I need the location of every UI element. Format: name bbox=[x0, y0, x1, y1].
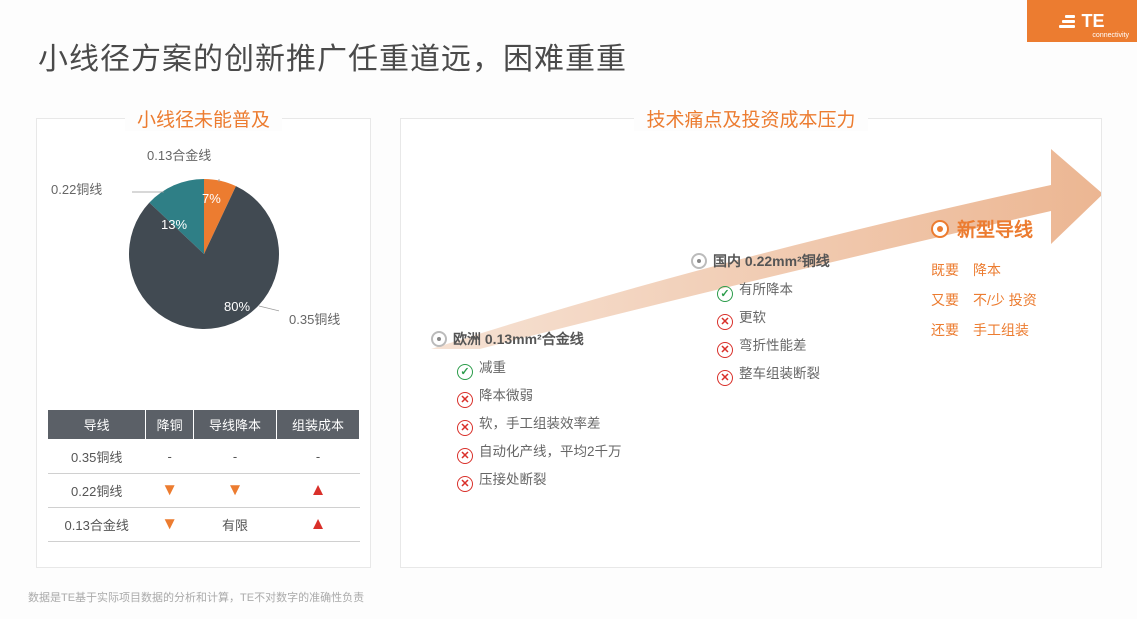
arrow-down-icon: ▼ bbox=[161, 480, 178, 499]
comparison-table: 导线降铜导线降本组装成本 0.35铜线---0.22铜线▼▼▲0.13合金线▼有… bbox=[47, 409, 360, 542]
stage-item: ✕ 弯折性能差 bbox=[717, 337, 911, 358]
right-panel: 技术痛点及投资成本压力 欧洲 0.13mm²合金线 ✓减重✕降本微弱✕软，手工组… bbox=[400, 118, 1102, 568]
pie-pct-80: 80% bbox=[224, 299, 250, 314]
pie-label-022: 0.22铜线 bbox=[51, 179, 102, 198]
arrow-up-icon: ▲ bbox=[310, 480, 327, 499]
page-title: 小线径方案的创新推广任重道远，困难重重 bbox=[38, 34, 627, 78]
table-header: 导线降本 bbox=[193, 410, 276, 440]
stage3-key: 又要 bbox=[931, 290, 973, 310]
stage3-val: 降本 bbox=[973, 262, 1001, 278]
stage-item-text: 整车组装断裂 bbox=[739, 366, 820, 381]
stage3-line: 又要不/少 投资 bbox=[931, 290, 1037, 310]
stage-item-text: 有所降本 bbox=[739, 282, 793, 297]
table-header: 降铜 bbox=[146, 410, 194, 440]
left-panel-title: 小线径未能普及 bbox=[37, 105, 370, 132]
logo-subtext: connectivity bbox=[1092, 32, 1129, 39]
logo-text: TE bbox=[1081, 11, 1104, 32]
table-header: 导线 bbox=[48, 410, 146, 440]
stage-item-text: 降本微弱 bbox=[479, 388, 533, 403]
stage3-line: 还要手工组装 bbox=[931, 320, 1037, 340]
stage-item: ✕ 压接处断裂 bbox=[457, 471, 651, 492]
stage1-title: 欧洲 0.13mm²合金线 bbox=[431, 329, 651, 349]
arrow-up-icon: ▲ bbox=[310, 514, 327, 533]
pie-label-013: 0.13合金线 bbox=[147, 145, 211, 164]
table-cell: ▼ bbox=[146, 508, 194, 542]
left-panel: 小线径未能普及 0.13合金线 0.22铜线 0.35铜线 80% 13% 7%… bbox=[36, 118, 371, 568]
arrow-down-icon: ▼ bbox=[227, 480, 244, 499]
table-cell: ▲ bbox=[276, 508, 359, 542]
cross-icon: ✕ bbox=[717, 370, 733, 386]
stage-dot-icon bbox=[431, 331, 447, 347]
cross-icon: ✕ bbox=[457, 420, 473, 436]
arrow-down-icon: ▼ bbox=[161, 514, 178, 533]
right-panel-title: 技术痛点及投资成本压力 bbox=[401, 105, 1101, 132]
table-cell: 0.22铜线 bbox=[48, 474, 146, 508]
table-cell: - bbox=[146, 440, 194, 474]
footnote: 数据是TE基于实际项目数据的分析和计算，TE不对数字的准确性负责 bbox=[28, 589, 364, 605]
table-cell: ▼ bbox=[146, 474, 194, 508]
stage-china: 国内 0.22mm²铜线 ✓ 有所降本 ✕ 更软 ✕ 弯折性能差 ✕ 整车组装断裂 bbox=[691, 251, 911, 393]
check-icon: ✓ bbox=[717, 286, 733, 302]
stage-item-text: 软，手工组装效率差 bbox=[479, 416, 601, 431]
stage-item-text: 更软 bbox=[739, 310, 766, 325]
table-cell: - bbox=[193, 440, 276, 474]
cross-icon: ✕ bbox=[717, 342, 733, 358]
stage-item: ✕ 软，手工组装效率差 bbox=[457, 415, 651, 436]
table-cell: ▼ bbox=[193, 474, 276, 508]
stage3-line: 既要降本 bbox=[931, 260, 1037, 280]
stage-item-text: 自动化产线，平均2千万 bbox=[479, 444, 622, 459]
stage-item: ✕ 更软 bbox=[717, 309, 911, 330]
stage-new-wire: 新型导线 既要降本又要不/少 投资还要手工组装 bbox=[931, 215, 1037, 350]
table-cell: - bbox=[276, 440, 359, 474]
table-row: 0.13合金线 ▼ 有限 ▲ bbox=[48, 508, 360, 542]
stage3-key: 既要 bbox=[931, 260, 973, 280]
stage-europe: 欧洲 0.13mm²合金线 ✓ 减重 ✕ 降本微弱 ✕ 软，手工组装效率差 ✕ 自动化产线，平… bbox=[431, 329, 651, 499]
stage3-val: 手工组装 bbox=[973, 322, 1029, 338]
cross-icon: ✕ bbox=[457, 476, 473, 492]
stage-item: ✕ 降本微弱 bbox=[457, 387, 651, 408]
stage3-val: 不/少 投资 bbox=[973, 292, 1037, 308]
table-header: 组装成本 bbox=[276, 410, 359, 440]
cross-icon: ✕ bbox=[457, 448, 473, 464]
stage-item: ✓ 减重 bbox=[457, 359, 651, 380]
check-icon: ✓ bbox=[457, 364, 473, 380]
stage3-title: 新型导线 bbox=[931, 215, 1037, 242]
table-row: 0.35铜线--- bbox=[48, 440, 360, 474]
stage-dot-icon bbox=[931, 220, 949, 238]
stage-dot-icon bbox=[691, 253, 707, 269]
stage-item-text: 压接处断裂 bbox=[479, 472, 547, 487]
stage-item: ✕ 自动化产线，平均2千万 bbox=[457, 443, 651, 464]
table-cell: ▲ bbox=[276, 474, 359, 508]
logo-bars-icon bbox=[1059, 13, 1075, 30]
pie-pct-7: 7% bbox=[202, 191, 221, 206]
stage2-title: 国内 0.22mm²铜线 bbox=[691, 251, 911, 271]
cross-icon: ✕ bbox=[717, 314, 733, 330]
cross-icon: ✕ bbox=[457, 392, 473, 408]
te-logo: TE connectivity bbox=[1027, 0, 1137, 42]
table-cell: 0.35铜线 bbox=[48, 440, 146, 474]
pie-label-035: 0.35铜线 bbox=[289, 309, 340, 328]
stage-item-text: 弯折性能差 bbox=[739, 338, 807, 353]
stage3-key: 还要 bbox=[931, 320, 973, 340]
table-cell: 0.13合金线 bbox=[48, 508, 146, 542]
table-cell: 有限 bbox=[193, 508, 276, 542]
stage-item-text: 减重 bbox=[479, 360, 506, 375]
pie-pct-13: 13% bbox=[161, 217, 187, 232]
table-row: 0.22铜线 ▼ ▼ ▲ bbox=[48, 474, 360, 508]
stage-item: ✕ 整车组装断裂 bbox=[717, 365, 911, 386]
stage-item: ✓ 有所降本 bbox=[717, 281, 911, 302]
